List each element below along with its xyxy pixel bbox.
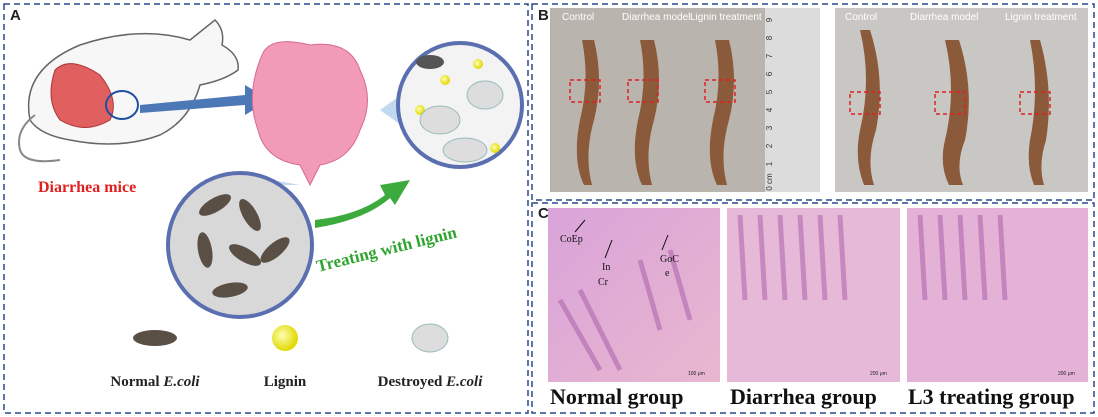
zoom-circle-normal bbox=[166, 171, 314, 319]
mouse bbox=[18, 18, 239, 163]
panel-label: C bbox=[538, 205, 549, 222]
histology-image bbox=[727, 208, 900, 382]
highlight-boxes bbox=[569, 79, 1051, 115]
legend-label: Normal E.coli bbox=[110, 374, 200, 390]
legend-icon bbox=[133, 330, 177, 346]
column-label: Lignin treatment bbox=[1005, 12, 1077, 23]
legend-icon bbox=[411, 323, 449, 353]
ruler-label: 7 bbox=[765, 53, 774, 58]
ruler bbox=[765, 8, 820, 192]
ruler-label: 9 bbox=[765, 17, 774, 22]
annotation: In bbox=[602, 262, 610, 273]
histology-image bbox=[548, 208, 720, 382]
column-label: Control bbox=[845, 12, 877, 23]
zoom-circle-treated bbox=[396, 41, 524, 169]
arrow bbox=[315, 180, 410, 228]
legend-label: Lignin bbox=[264, 374, 307, 390]
ruler-label: 0 cm bbox=[765, 173, 774, 191]
ruler-label: 8 bbox=[765, 35, 774, 40]
intestine bbox=[251, 41, 368, 187]
arrow bbox=[140, 85, 270, 115]
ruler-label: 4 bbox=[765, 107, 774, 112]
annotation: GoC bbox=[660, 254, 679, 265]
scale-bar: 200 μm bbox=[870, 371, 887, 377]
panel-a-border bbox=[3, 3, 529, 414]
panel-label: B bbox=[538, 7, 549, 24]
ruler-label: 2 bbox=[765, 143, 774, 148]
legend-label: Destroyed E.coli bbox=[378, 374, 484, 390]
intestine-samples bbox=[576, 30, 1049, 185]
histology-image bbox=[907, 208, 1088, 382]
panel-c-border bbox=[531, 202, 1095, 414]
treatment-label: Treating with lignin bbox=[314, 223, 459, 276]
ruler-labels: 0 cm 1 2 3 4 5 6 7 8 9 bbox=[765, 17, 774, 190]
caption: Diarrhea group bbox=[730, 384, 877, 409]
column-label: Lignin treatment bbox=[690, 12, 762, 23]
caption: L3 treating group bbox=[908, 384, 1075, 409]
scale-bar: 200 μm bbox=[1058, 371, 1075, 377]
panel-b-border bbox=[531, 3, 1095, 201]
villi bbox=[557, 214, 1008, 372]
column-label: Control bbox=[562, 12, 594, 23]
legend-icon bbox=[272, 325, 298, 351]
annotation-arrows bbox=[574, 219, 669, 259]
annotation: Cr bbox=[598, 277, 609, 288]
caption: Normal group bbox=[550, 384, 683, 409]
column-label: Diarrhea model bbox=[622, 12, 690, 23]
annotation: e bbox=[665, 268, 670, 279]
scale-bar: 100 μm bbox=[688, 371, 705, 377]
bacteria bbox=[197, 194, 290, 298]
ruler-label: 1 bbox=[765, 161, 774, 166]
mouse-label: Diarrhea mice bbox=[38, 179, 136, 196]
panel-label: A bbox=[10, 7, 21, 24]
ruler-label: 3 bbox=[765, 125, 774, 130]
column-label: Diarrhea model bbox=[910, 12, 978, 23]
ruler-label: 6 bbox=[765, 71, 774, 76]
annotation: CoEp bbox=[560, 234, 583, 245]
ruler-label: 5 bbox=[765, 89, 774, 94]
treated-contents bbox=[415, 55, 504, 163]
